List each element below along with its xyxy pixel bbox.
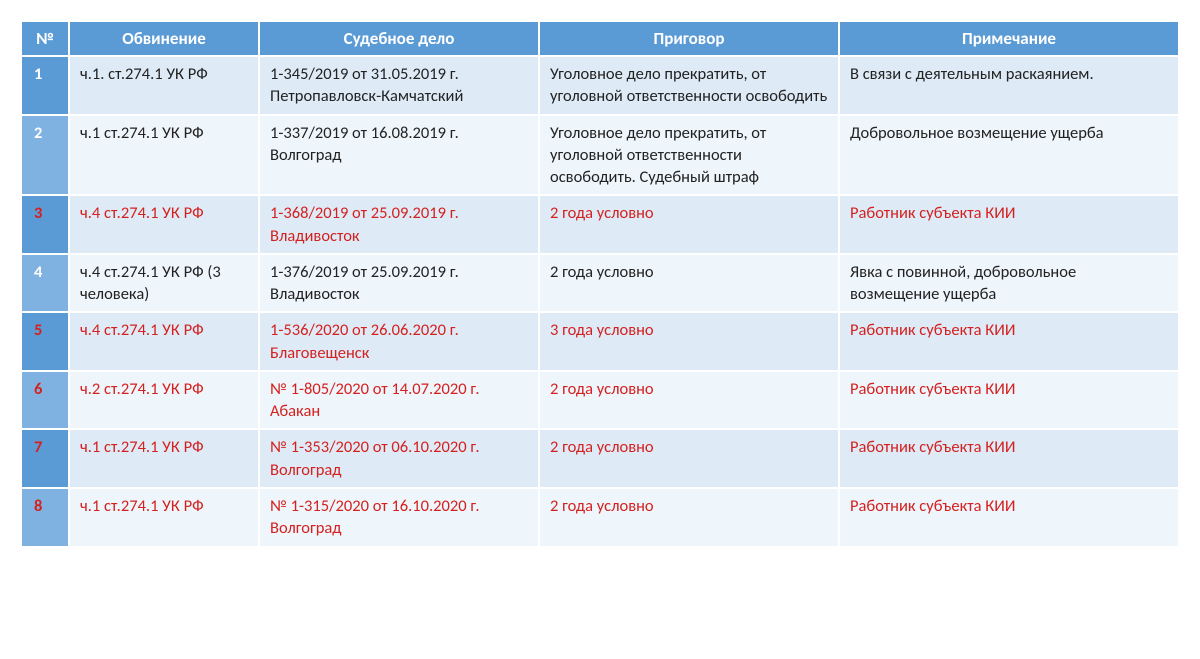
cell-verdict: 2 года условно	[539, 371, 839, 430]
table-row: 2ч.1 ст.274.1 УК РФ1-337/2019 от 16.08.2…	[21, 115, 1179, 196]
cell-note: Работник субъекта КИИ	[839, 195, 1179, 254]
cell-num: 5	[21, 312, 69, 371]
cell-verdict: 3 года условно	[539, 312, 839, 371]
col-header-case: Судебное дело	[259, 21, 539, 56]
cell-case: № 1-805/2020 от 14.07.2020 г. Абакан	[259, 371, 539, 430]
cell-num: 6	[21, 371, 69, 430]
cell-num: 3	[21, 195, 69, 254]
table-row: 6ч.2 ст.274.1 УК РФ№ 1-805/2020 от 14.07…	[21, 371, 1179, 430]
cell-charge: ч.4 ст.274.1 УК РФ	[69, 195, 259, 254]
cell-case: № 1-315/2020 от 16.10.2020 г. Волгоград	[259, 488, 539, 547]
cell-charge: ч.1. ст.274.1 УК РФ	[69, 56, 259, 115]
cell-note: Добровольное возмещение ущерба	[839, 115, 1179, 196]
cell-note: В связи с деятельным раскаянием.	[839, 56, 1179, 115]
table-row: 5ч.4 ст.274.1 УК РФ1-536/2020 от 26.06.2…	[21, 312, 1179, 371]
table-row: 8ч.1 ст.274.1 УК РФ№ 1-315/2020 от 16.10…	[21, 488, 1179, 547]
col-header-charge: Обвинение	[69, 21, 259, 56]
cell-charge: ч.4 ст.274.1 УК РФ (3 человека)	[69, 254, 259, 313]
cell-verdict: 2 года условно	[539, 195, 839, 254]
cases-table: № Обвинение Судебное дело Приговор Приме…	[20, 20, 1180, 548]
cell-case: 1-376/2019 от 25.09.2019 г. Владивосток	[259, 254, 539, 313]
table-row: 1ч.1. ст.274.1 УК РФ1-345/2019 от 31.05.…	[21, 56, 1179, 115]
cell-verdict: Уголовное дело прекратить, от уголовной …	[539, 56, 839, 115]
cell-note: Работник субъекта КИИ	[839, 429, 1179, 488]
cell-num: 2	[21, 115, 69, 196]
cell-charge: ч.2 ст.274.1 УК РФ	[69, 371, 259, 430]
cell-verdict: Уголовное дело прекратить, от уголовной …	[539, 115, 839, 196]
cell-num: 8	[21, 488, 69, 547]
cell-verdict: 2 года условно	[539, 254, 839, 313]
cell-note: Работник субъекта КИИ	[839, 371, 1179, 430]
cell-note: Явка с повинной, добровольное возмещение…	[839, 254, 1179, 313]
cell-verdict: 2 года условно	[539, 429, 839, 488]
cell-note: Работник субъекта КИИ	[839, 312, 1179, 371]
table-row: 4ч.4 ст.274.1 УК РФ (3 человека)1-376/20…	[21, 254, 1179, 313]
cell-charge: ч.1 ст.274.1 УК РФ	[69, 115, 259, 196]
cell-num: 4	[21, 254, 69, 313]
cell-case: № 1-353/2020 от 06.10.2020 г. Волгоград	[259, 429, 539, 488]
table-row: 3ч.4 ст.274.1 УК РФ1-368/2019 от 25.09.2…	[21, 195, 1179, 254]
cell-case: 1-368/2019 от 25.09.2019 г. Владивосток	[259, 195, 539, 254]
cell-verdict: 2 года условно	[539, 488, 839, 547]
table-row: 7ч.1 ст.274.1 УК РФ№ 1-353/2020 от 06.10…	[21, 429, 1179, 488]
cell-charge: ч.1 ст.274.1 УК РФ	[69, 429, 259, 488]
header-row: № Обвинение Судебное дело Приговор Приме…	[21, 21, 1179, 56]
cell-case: 1-345/2019 от 31.05.2019 г. Петропавловс…	[259, 56, 539, 115]
cell-num: 1	[21, 56, 69, 115]
cell-num: 7	[21, 429, 69, 488]
cell-charge: ч.1 ст.274.1 УК РФ	[69, 488, 259, 547]
cell-case: 1-337/2019 от 16.08.2019 г. Волгоград	[259, 115, 539, 196]
cell-case: 1-536/2020 от 26.06.2020 г. Благовещенск	[259, 312, 539, 371]
col-header-verdict: Приговор	[539, 21, 839, 56]
cell-charge: ч.4 ст.274.1 УК РФ	[69, 312, 259, 371]
col-header-note: Примечание	[839, 21, 1179, 56]
col-header-num: №	[21, 21, 69, 56]
cell-note: Работник субъекта КИИ	[839, 488, 1179, 547]
